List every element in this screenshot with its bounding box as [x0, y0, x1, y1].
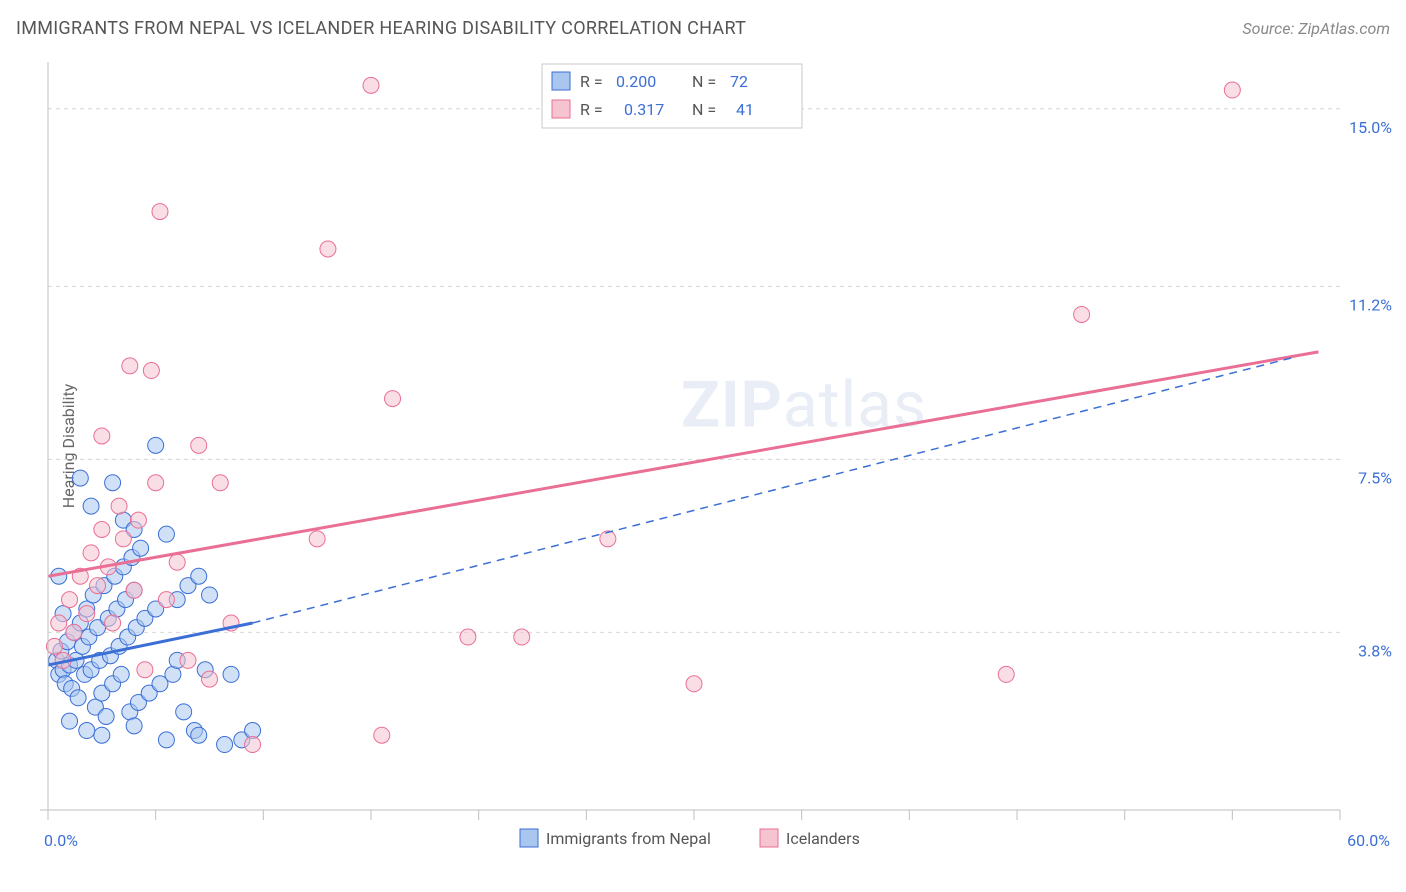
data-point: [385, 391, 401, 407]
data-point: [158, 732, 174, 748]
data-point: [217, 737, 233, 753]
bottom-swatch-blue: [520, 829, 538, 847]
data-point: [600, 531, 616, 547]
data-point: [686, 676, 702, 692]
ytick-label: 11.2%: [1349, 295, 1392, 314]
data-point: [191, 437, 207, 453]
data-point: [202, 671, 218, 687]
legend-swatch-pink: [552, 100, 570, 118]
bottom-label-blue: Immigrants from Nepal: [546, 829, 711, 848]
legend-r-label: R =: [580, 72, 603, 91]
data-point: [70, 690, 86, 706]
data-point: [143, 363, 159, 379]
data-point: [94, 727, 110, 743]
xmax-label: 60.0%: [1347, 831, 1390, 850]
data-point: [223, 666, 239, 682]
ytick-label: 15.0%: [1349, 118, 1392, 137]
data-point: [98, 709, 114, 725]
data-point: [94, 428, 110, 444]
data-point: [176, 704, 192, 720]
data-point: [309, 531, 325, 547]
data-point: [83, 545, 99, 561]
legend-n-pink: 41: [736, 100, 754, 119]
data-point: [158, 592, 174, 608]
data-point: [460, 629, 476, 645]
chart-title: IMMIGRANTS FROM NEPAL VS ICELANDER HEARI…: [16, 18, 746, 39]
watermark: ZIPatlas: [681, 368, 927, 443]
data-point: [514, 629, 530, 645]
data-point: [1074, 306, 1090, 322]
data-point: [90, 578, 106, 594]
legend-swatch-blue: [552, 72, 570, 90]
data-point: [165, 666, 181, 682]
data-point: [113, 666, 129, 682]
data-point: [148, 437, 164, 453]
data-point: [998, 666, 1014, 682]
scatter-chart: 3.8% 7.5% 11.2% 15.0% ZIPatlas 0.0% 60.0% R = 0.…: [0, 50, 1406, 892]
data-point: [115, 531, 131, 547]
data-point: [62, 713, 78, 729]
data-point: [180, 652, 196, 668]
data-point: [66, 624, 82, 640]
data-point: [374, 727, 390, 743]
legend-r-label: R =: [580, 100, 603, 119]
data-point: [212, 475, 228, 491]
data-point: [191, 727, 207, 743]
data-point: [72, 470, 88, 486]
data-point: [320, 241, 336, 257]
legend-n-blue: 72: [730, 72, 748, 91]
data-point: [122, 358, 138, 374]
data-point: [133, 540, 149, 556]
data-point: [51, 615, 67, 631]
data-point: [111, 498, 127, 514]
legend-n-label: N =: [692, 72, 716, 91]
source-attribution: Source: ZipAtlas.com: [1242, 19, 1390, 38]
data-point: [191, 568, 207, 584]
data-point: [245, 737, 261, 753]
xmin-label: 0.0%: [44, 831, 78, 850]
chart-area: 3.8% 7.5% 11.2% 15.0% ZIPatlas 0.0% 60.0% R = 0.…: [0, 50, 1406, 892]
data-point: [137, 662, 153, 678]
bottom-swatch-pink: [760, 829, 778, 847]
data-point: [79, 723, 95, 739]
data-point: [126, 582, 142, 598]
data-point: [46, 638, 62, 654]
ytick-label: 7.5%: [1358, 468, 1392, 487]
data-point: [126, 718, 142, 734]
data-point: [83, 498, 99, 514]
legend-n-label: N =: [692, 100, 716, 119]
data-point: [79, 606, 95, 622]
data-point: [105, 475, 121, 491]
data-point: [94, 522, 110, 538]
legend-r-pink: 0.317: [624, 100, 664, 119]
data-point: [169, 554, 185, 570]
bottom-label-pink: Icelanders: [786, 829, 860, 848]
data-point: [148, 475, 164, 491]
data-point: [152, 204, 168, 220]
data-point: [130, 512, 146, 528]
legend-r-blue: 0.200: [616, 72, 656, 91]
data-point: [62, 592, 78, 608]
title-bar: IMMIGRANTS FROM NEPAL VS ICELANDER HEARI…: [16, 18, 1390, 39]
data-point: [202, 587, 218, 603]
data-point: [105, 615, 121, 631]
data-point: [1224, 82, 1240, 98]
data-point: [363, 77, 379, 93]
data-point: [158, 526, 174, 542]
ytick-label: 3.8%: [1358, 641, 1392, 660]
